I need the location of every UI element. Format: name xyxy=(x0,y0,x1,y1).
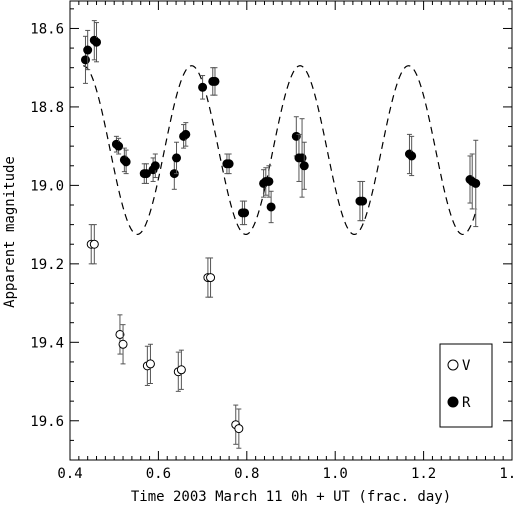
point-r xyxy=(83,45,93,55)
axis-tick-labels: 0.4 0.6 0.8 1.0 1.2 1.4 18.6 18.8 19.0 19.2 19.4 19… xyxy=(30,21,516,482)
point-r xyxy=(114,141,124,151)
point-v xyxy=(89,239,99,249)
point-r xyxy=(240,208,250,218)
legend-v-label: V xyxy=(462,358,471,374)
x-tick-label: 1.2 xyxy=(411,466,436,482)
x-tick-label: 0.6 xyxy=(146,466,171,482)
legend: V R xyxy=(439,343,493,428)
point-r xyxy=(141,169,151,179)
axis-ticks xyxy=(69,1,513,461)
point-r xyxy=(471,178,481,188)
point-r xyxy=(198,82,208,92)
point-v xyxy=(176,365,186,375)
x-tick-label: 0.4 xyxy=(57,466,82,482)
y-tick-label: 19.0 xyxy=(30,178,64,194)
point-r xyxy=(92,37,102,47)
x-tick-label: 1.0 xyxy=(323,466,348,482)
x-axis-title: Time 2003 March 11 0h + UT (frac. day) xyxy=(131,489,451,505)
legend-box xyxy=(439,343,493,428)
legend-v-marker xyxy=(447,359,459,371)
y-tick-label: 18.6 xyxy=(30,21,64,37)
point-v xyxy=(118,339,128,349)
x-tick-label: 1.4 xyxy=(499,466,516,482)
y-tick-label: 19.6 xyxy=(30,414,64,430)
point-r xyxy=(299,161,309,171)
point-r xyxy=(224,159,234,169)
point-r xyxy=(264,176,274,186)
y-tick-label: 19.2 xyxy=(30,257,64,273)
model-curve xyxy=(83,65,478,236)
point-r xyxy=(266,202,276,212)
y-tick-label: 18.8 xyxy=(30,100,64,116)
point-v xyxy=(115,329,125,339)
x-tick-label: 0.8 xyxy=(234,466,259,482)
point-r xyxy=(210,76,220,86)
point-r xyxy=(172,153,182,163)
y-axis-title: Apparent magnitude xyxy=(2,156,18,308)
y-tick-label: 19.4 xyxy=(30,335,64,351)
point-r xyxy=(121,157,131,167)
point-v xyxy=(206,273,216,283)
point-r xyxy=(150,161,160,171)
legend-r-marker xyxy=(447,396,459,408)
point-r xyxy=(181,129,191,139)
point-r xyxy=(407,151,417,161)
point-v xyxy=(234,424,244,434)
point-v xyxy=(145,359,155,369)
point-r xyxy=(297,153,307,163)
point-r xyxy=(80,55,90,65)
legend-r-label: R xyxy=(462,395,471,411)
point-r xyxy=(358,196,368,206)
data-points xyxy=(80,20,481,449)
